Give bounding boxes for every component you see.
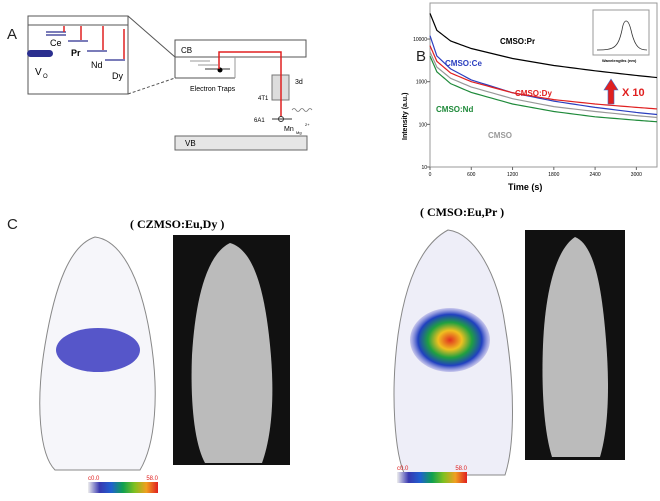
series-label: CMSO:Dy [515,89,552,98]
mouse-overlay-pr [393,229,513,476]
panel-a-label: A [7,26,18,43]
panel-c-label: C [7,216,18,233]
level-ce: Ce [50,38,62,48]
series-line-cmsody [429,45,658,110]
colorbar-max-right: 58.0 [455,466,467,472]
x-tick-label: 1800 [548,172,559,178]
x10-arrow [603,78,619,105]
level-dy: Dy [112,71,123,81]
mn-label: Mn [284,126,294,133]
x-tick-label: 2400 [590,172,601,178]
cb-label: CB [181,46,192,55]
series-label: CMSO:Pr [500,37,535,46]
x-axis-label: Time (s) [508,182,542,192]
right-title: ( CMSO:Eu,Pr ) [420,205,505,219]
decay-chart: 0 600 1200 1800 2400 3000 10 100 1000 10000 CMSO:P… [402,2,658,192]
energy-level-diagram: Ce Pr Nd Dy V O CB Electron Traps 3d 4T1… [27,15,313,151]
y-tick-label: 1000 [416,80,427,86]
vb-label: VB [185,139,196,148]
x-tick-label: 3000 [631,172,642,178]
mouse-images [39,229,625,476]
y-tick-label: 100 [419,122,428,128]
series-line-cmsond [429,55,658,123]
series-line-cmsopr [429,13,658,79]
y-axis-label: Intensity (a.u.) [402,93,409,140]
colorbar-max: 58.0 [146,476,158,482]
inset-spectrum: Wavelengths (nm) [592,9,650,63]
series-label: CMSO [488,131,512,140]
colorbar-left: c0.0 58.0 [88,476,158,493]
mn-sub: Mg [296,130,302,135]
panel-b-label: B [416,48,427,65]
x10-annotation: X 10 [622,87,645,99]
colorbar-min: c0.0 [88,476,100,482]
series-line-cmso [429,51,658,119]
plot-frame [429,2,658,168]
mouse-overlay-dy [39,236,156,471]
level-pr: Pr [71,48,81,58]
y-tick-label: 10000 [413,37,427,43]
x-tick-label: 600 [467,172,476,178]
series-label: CMSO:Ce [445,59,482,68]
electron-traps-label: Electron Traps [190,86,236,93]
vo-sub: O [43,74,48,80]
vo-label: V [35,67,42,78]
mn-sup: 2+ [305,122,310,127]
left-title: ( CZMSO:Eu,Dy ) [130,217,225,231]
y-tick-label: 10 [421,165,427,171]
3d-label: 3d [295,79,303,86]
inset-xlabel: Wavelengths (nm) [602,58,637,63]
x-tick-label: 0 [429,172,432,178]
x-tick-label: 1200 [507,172,518,178]
colorbar-min-right: c0.0 [397,466,409,472]
series-label: CMSO:Nd [436,105,473,114]
level-nd: Nd [91,60,103,70]
colorbar-right: c0.0 58.0 [397,466,467,483]
6a1-label: 6A1 [254,118,265,124]
4t1-label: 4T1 [258,96,269,102]
